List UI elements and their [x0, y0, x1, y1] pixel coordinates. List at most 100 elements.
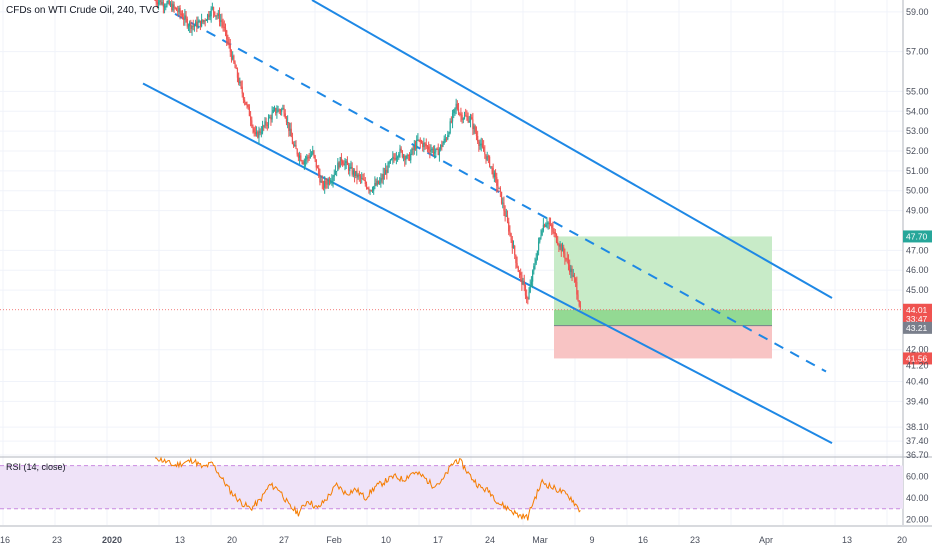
candle-body	[278, 109, 280, 111]
candle-body	[396, 156, 399, 158]
candle-body	[414, 145, 417, 149]
price-badge-label: 47.70	[906, 231, 928, 241]
candle-body	[441, 144, 443, 147]
candle-body	[255, 131, 258, 134]
price-tick-label: 52.00	[906, 146, 929, 156]
candle-body	[534, 263, 536, 267]
candle-body	[235, 68, 237, 70]
candle-body	[338, 162, 340, 168]
candle-body	[548, 222, 550, 225]
candle-body	[218, 13, 221, 22]
candle-body	[222, 22, 224, 27]
candle-body	[380, 178, 382, 182]
candle-body	[190, 22, 192, 29]
candle-body	[202, 19, 204, 22]
candle-body	[163, 6, 166, 8]
stop-zone	[554, 325, 772, 359]
price-badge	[903, 321, 932, 334]
price-tick-label: 45.00	[906, 285, 929, 295]
candle-body	[241, 86, 243, 94]
price-tick-label: 36.70	[906, 450, 929, 460]
candle-body	[254, 132, 256, 134]
candle-body	[440, 144, 442, 150]
candle-body	[191, 25, 193, 29]
candles	[154, 0, 582, 310]
candle-body	[197, 22, 199, 28]
candle-body	[454, 107, 456, 110]
candle-body	[177, 10, 179, 12]
profit-zone	[554, 309, 772, 326]
time-tick-label: Apr	[759, 535, 773, 545]
lower-channel-line	[142, 82, 833, 444]
rsi-line	[155, 456, 581, 521]
candle-body	[559, 244, 561, 247]
price-tick-label: 57.00	[906, 47, 929, 57]
candle-body	[232, 55, 234, 60]
candle-body	[457, 109, 460, 114]
candle-body	[508, 221, 510, 232]
candle-body	[242, 93, 245, 100]
candle-body	[413, 145, 415, 150]
target-zone	[554, 236, 772, 310]
candle-body	[217, 13, 219, 16]
candle-body	[203, 20, 205, 22]
price-badge-label: 41.56	[906, 353, 928, 363]
candle-body	[498, 187, 500, 189]
candle-body	[308, 157, 310, 159]
candle-body	[402, 155, 405, 158]
candle-body	[302, 162, 304, 165]
candle-body	[442, 143, 444, 147]
candle-body	[201, 19, 203, 27]
candle-body	[220, 20, 222, 22]
candle-body	[179, 8, 181, 14]
price-tick-label: 53.00	[906, 126, 929, 136]
candle-body	[578, 300, 580, 306]
candle-body	[386, 169, 388, 173]
candle-body	[516, 263, 518, 268]
price-tick-label: 42.00	[906, 345, 929, 355]
candle-body	[573, 275, 576, 279]
candle-body	[518, 271, 521, 273]
candle-body	[359, 176, 362, 179]
chart-title: CFDs on WTI Crude Oil, 240, TVC	[6, 5, 159, 16]
candle-body	[393, 156, 395, 159]
candle-body	[434, 151, 436, 154]
candle-body	[309, 155, 311, 159]
candle-body	[271, 112, 273, 120]
candle-body	[515, 254, 517, 264]
price-badge-label: 33:47	[906, 314, 928, 324]
candle-body	[543, 224, 546, 227]
position-zones	[554, 236, 772, 359]
candle-body	[259, 130, 261, 134]
price-tick-label: 38.10	[906, 422, 929, 432]
candle-body	[247, 104, 249, 107]
candle-body	[283, 108, 285, 114]
candle-body	[321, 180, 323, 183]
candle-body	[437, 149, 439, 156]
candle-body	[347, 165, 350, 171]
candle-body	[160, 0, 162, 5]
candle-body	[279, 110, 282, 112]
candle-body	[487, 156, 490, 158]
candle-body	[214, 11, 216, 16]
candle-body	[424, 143, 426, 145]
candle-body	[449, 121, 451, 134]
candle-body	[333, 174, 335, 177]
candle-body	[186, 18, 188, 27]
candle-body	[306, 156, 308, 160]
time-tick-label: 24	[485, 535, 495, 545]
candle-body	[374, 182, 376, 187]
channel-lines	[142, 0, 833, 444]
price-tick-label: 47.00	[906, 245, 929, 255]
time-tick-label: 16	[638, 535, 648, 545]
candle-body	[258, 130, 260, 138]
candle-body	[287, 122, 289, 124]
candle-body	[570, 268, 572, 273]
candle-body	[423, 143, 425, 148]
candle-body	[343, 163, 345, 166]
price-tick-label: 46.00	[906, 265, 929, 275]
candle-body	[524, 285, 527, 296]
candle-body	[184, 15, 186, 20]
